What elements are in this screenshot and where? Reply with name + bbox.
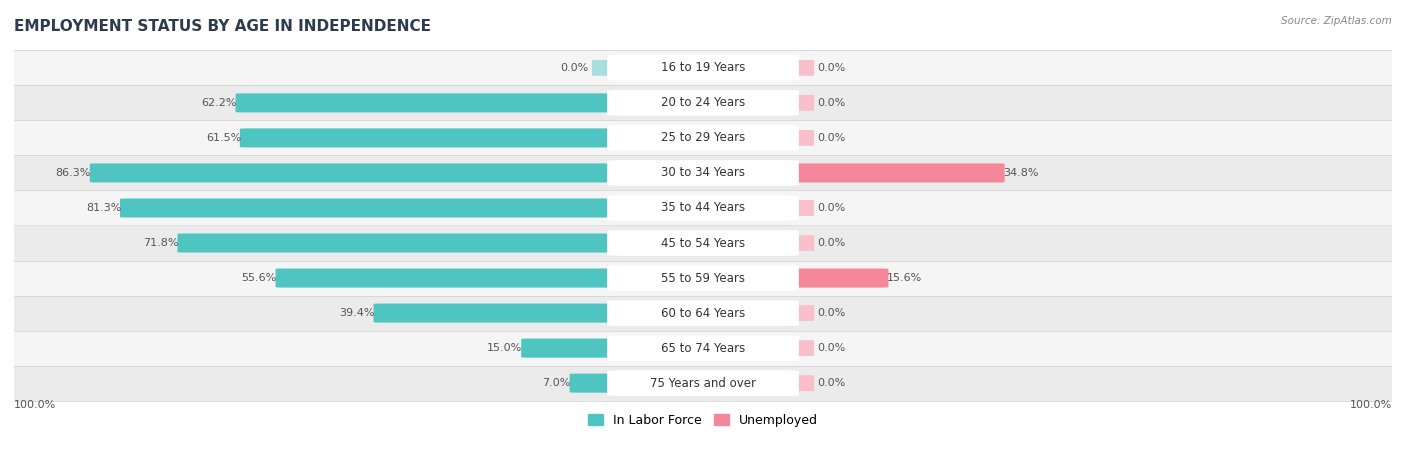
Text: 25 to 29 Years: 25 to 29 Years	[661, 131, 745, 144]
Text: 0.0%: 0.0%	[817, 308, 845, 318]
FancyBboxPatch shape	[569, 373, 626, 393]
FancyBboxPatch shape	[236, 93, 626, 112]
FancyBboxPatch shape	[90, 163, 626, 183]
FancyBboxPatch shape	[607, 370, 799, 396]
Text: 0.0%: 0.0%	[817, 378, 845, 388]
Text: 0.0%: 0.0%	[817, 133, 845, 143]
Text: 60 to 64 Years: 60 to 64 Years	[661, 307, 745, 320]
Text: 45 to 54 Years: 45 to 54 Years	[661, 236, 745, 249]
FancyBboxPatch shape	[177, 234, 626, 253]
Text: 0.0%: 0.0%	[817, 238, 845, 248]
FancyBboxPatch shape	[240, 129, 626, 147]
Bar	[14, 85, 1392, 120]
FancyBboxPatch shape	[607, 300, 799, 326]
Text: 55.6%: 55.6%	[242, 273, 277, 283]
Bar	[14, 331, 1392, 366]
Text: 55 to 59 Years: 55 to 59 Years	[661, 272, 745, 285]
Text: 75 Years and over: 75 Years and over	[650, 377, 756, 390]
Text: 81.3%: 81.3%	[86, 203, 121, 213]
FancyBboxPatch shape	[785, 340, 814, 356]
Text: 15.0%: 15.0%	[486, 343, 523, 353]
FancyBboxPatch shape	[785, 305, 814, 321]
Text: EMPLOYMENT STATUS BY AGE IN INDEPENDENCE: EMPLOYMENT STATUS BY AGE IN INDEPENDENCE	[14, 19, 432, 34]
FancyBboxPatch shape	[374, 304, 626, 322]
Text: 35 to 44 Years: 35 to 44 Years	[661, 202, 745, 215]
Text: 30 to 34 Years: 30 to 34 Years	[661, 166, 745, 179]
Text: 86.3%: 86.3%	[56, 168, 91, 178]
Text: 61.5%: 61.5%	[205, 133, 240, 143]
Text: 0.0%: 0.0%	[817, 63, 845, 73]
Text: Source: ZipAtlas.com: Source: ZipAtlas.com	[1281, 16, 1392, 26]
Text: 62.2%: 62.2%	[201, 98, 236, 108]
FancyBboxPatch shape	[785, 95, 814, 111]
FancyBboxPatch shape	[607, 90, 799, 116]
FancyBboxPatch shape	[607, 55, 799, 81]
FancyBboxPatch shape	[592, 60, 621, 76]
Text: 0.0%: 0.0%	[817, 343, 845, 353]
Bar	[14, 226, 1392, 261]
Legend: In Labor Force, Unemployed: In Labor Force, Unemployed	[583, 409, 823, 432]
Text: 7.0%: 7.0%	[543, 378, 571, 388]
Text: 34.8%: 34.8%	[1004, 168, 1039, 178]
Text: 20 to 24 Years: 20 to 24 Years	[661, 97, 745, 110]
FancyBboxPatch shape	[785, 200, 814, 216]
Text: 16 to 19 Years: 16 to 19 Years	[661, 61, 745, 74]
Text: 0.0%: 0.0%	[561, 63, 589, 73]
FancyBboxPatch shape	[785, 235, 814, 251]
FancyBboxPatch shape	[785, 375, 814, 391]
FancyBboxPatch shape	[522, 339, 626, 358]
FancyBboxPatch shape	[607, 230, 799, 256]
FancyBboxPatch shape	[780, 163, 1005, 183]
Text: 71.8%: 71.8%	[143, 238, 179, 248]
Bar	[14, 51, 1392, 85]
Text: 0.0%: 0.0%	[817, 98, 845, 108]
FancyBboxPatch shape	[120, 198, 626, 217]
Text: 39.4%: 39.4%	[339, 308, 375, 318]
Bar	[14, 190, 1392, 226]
Text: 65 to 74 Years: 65 to 74 Years	[661, 341, 745, 354]
Text: 100.0%: 100.0%	[14, 400, 56, 410]
FancyBboxPatch shape	[785, 60, 814, 76]
Text: 15.6%: 15.6%	[887, 273, 922, 283]
Text: 0.0%: 0.0%	[817, 203, 845, 213]
Bar	[14, 295, 1392, 331]
FancyBboxPatch shape	[785, 130, 814, 146]
FancyBboxPatch shape	[607, 195, 799, 221]
FancyBboxPatch shape	[607, 265, 799, 291]
FancyBboxPatch shape	[607, 335, 799, 361]
Bar	[14, 366, 1392, 400]
Text: 100.0%: 100.0%	[1350, 400, 1392, 410]
FancyBboxPatch shape	[780, 268, 889, 288]
FancyBboxPatch shape	[607, 160, 799, 186]
Bar	[14, 120, 1392, 156]
Bar	[14, 156, 1392, 190]
Bar	[14, 261, 1392, 295]
FancyBboxPatch shape	[607, 125, 799, 151]
FancyBboxPatch shape	[276, 268, 626, 288]
